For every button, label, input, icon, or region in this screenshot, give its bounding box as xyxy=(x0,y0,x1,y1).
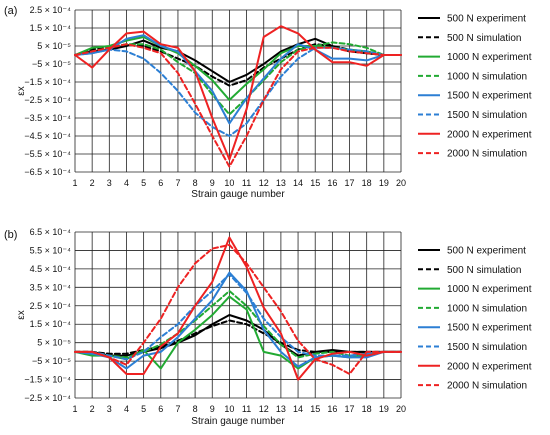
legend-label: 1500 N experiment xyxy=(447,91,532,102)
y-tick-label: 5 × 10⁻⁵ xyxy=(37,41,71,51)
legend-label: 2000 N simulation xyxy=(447,149,527,160)
x-tick-label: 7 xyxy=(175,404,180,414)
x-tick-label: 5 xyxy=(141,404,146,414)
x-tick-label: 19 xyxy=(379,404,389,414)
legend-label: 2000 N experiment xyxy=(447,361,532,372)
y-tick-label: 2.5 × 10⁻⁴ xyxy=(30,301,72,311)
series-line-6 xyxy=(74,236,402,381)
legend-label: 500 N simulation xyxy=(447,265,521,276)
x-tick-label: 12 xyxy=(259,178,269,188)
y-tick-label: −2.5 × 10⁻⁴ xyxy=(24,95,71,105)
y-tick-label: 5.5 × 10⁻⁴ xyxy=(30,245,72,255)
legend-label: 1500 N simulation xyxy=(447,342,527,353)
y-tick-label: 6.5 × 10⁻⁴ xyxy=(30,227,72,237)
series-line-4 xyxy=(74,271,402,370)
y-tick-label: 2.5 × 10⁻⁴ xyxy=(30,5,72,15)
y-tick-label: 1.5 × 10⁻⁴ xyxy=(30,23,72,33)
x-tick-label: 17 xyxy=(345,178,355,188)
y-tick-label: −1.5 × 10⁻⁴ xyxy=(24,77,71,87)
series-line-0 xyxy=(74,314,402,357)
series-line-5 xyxy=(74,46,402,137)
y-tick-label: 4.5 × 10⁻⁴ xyxy=(30,264,72,274)
x-tick-label: 2 xyxy=(90,178,95,188)
x-tick-label: 10 xyxy=(224,404,234,414)
y-tick-label: 3.5 × 10⁻⁴ xyxy=(30,282,72,292)
x-tick-label: 13 xyxy=(276,178,286,188)
series-line-7 xyxy=(74,43,402,168)
legend-label: 2000 N experiment xyxy=(447,129,532,140)
y-tick-label: −5 × 10⁻⁵ xyxy=(32,356,71,366)
x-tick-label: 16 xyxy=(327,404,337,414)
x-tick-label: 11 xyxy=(242,404,251,414)
series-line-6 xyxy=(74,25,402,161)
x-tick-label: 9 xyxy=(210,404,215,414)
x-tick-label: 11 xyxy=(242,178,251,188)
x-tick-label: 6 xyxy=(158,404,163,414)
x-tick-label: 5 xyxy=(141,178,146,188)
x-tick-label: 14 xyxy=(293,404,303,414)
y-tick-label: −1.5 × 10⁻⁴ xyxy=(24,375,71,385)
legend-label: 1000 N simulation xyxy=(447,71,527,82)
y-axis-label: εx xyxy=(16,86,27,95)
x-tick-label: 17 xyxy=(345,404,355,414)
y-tick-label: 5 × 10⁻⁵ xyxy=(37,338,71,348)
x-tick-label: 6 xyxy=(158,178,163,188)
panel-label: (a) xyxy=(4,5,17,17)
x-tick-label: 20 xyxy=(396,178,406,188)
legend-label: 1000 N experiment xyxy=(447,52,532,63)
y-tick-label: 1.5 × 10⁻⁴ xyxy=(30,319,72,329)
y-tick-label: −4.5 × 10⁻⁴ xyxy=(24,131,71,141)
x-tick-label: 20 xyxy=(396,404,406,414)
legend-label: 1500 N experiment xyxy=(447,323,532,334)
legend-label: 500 N simulation xyxy=(447,33,521,44)
legend-label: 1000 N simulation xyxy=(447,303,527,314)
x-tick-label: 4 xyxy=(124,178,129,188)
x-tick-label: 1 xyxy=(72,178,77,188)
chart-panel-0: (a) 2.5 × 10⁻⁴ 1.5 × 10⁻⁴ 5 × 10⁻⁵ −5 × 10⁻⁵… xyxy=(4,5,532,200)
y-tick-label: −2.5 × 10⁻⁴ xyxy=(24,393,71,403)
x-tick-label: 18 xyxy=(362,178,372,188)
y-axis-label: εx xyxy=(16,310,27,319)
x-tick-label: 8 xyxy=(193,404,198,414)
series-line-5 xyxy=(74,273,402,361)
x-tick-label: 7 xyxy=(175,178,180,188)
series-line-4 xyxy=(74,34,402,125)
x-tick-label: 8 xyxy=(193,178,198,188)
x-tick-label: 15 xyxy=(310,404,320,414)
panel-label: (b) xyxy=(4,229,17,241)
x-tick-label: 18 xyxy=(362,404,372,414)
x-tick-label: 13 xyxy=(276,404,286,414)
x-tick-label: 12 xyxy=(259,404,269,414)
x-tick-label: 10 xyxy=(224,178,234,188)
y-tick-label: −3.5 × 10⁻⁴ xyxy=(24,113,71,123)
x-tick-label: 4 xyxy=(124,404,129,414)
legend-label: 2000 N simulation xyxy=(447,381,527,392)
x-tick-label: 3 xyxy=(107,178,112,188)
y-tick-label: −6.5 × 10⁻⁴ xyxy=(24,167,71,177)
legend-label: 1500 N simulation xyxy=(447,110,527,121)
chart-panel-1: (b) 6.5 × 10⁻⁴ 5.5 × 10⁻⁴ 4.5 × 10⁻⁴ 3.5 × 1… xyxy=(4,227,532,427)
legend-label: 1000 N experiment xyxy=(447,284,532,295)
y-tick-label: −5 × 10⁻⁵ xyxy=(32,59,71,69)
x-tick-label: 1 xyxy=(72,404,77,414)
legend-label: 500 N experiment xyxy=(447,246,526,257)
x-tick-label: 16 xyxy=(327,178,337,188)
y-tick-label: −5.5 × 10⁻⁴ xyxy=(24,149,71,159)
x-axis-label: Strain gauge number xyxy=(191,416,285,427)
x-tick-label: 3 xyxy=(107,404,112,414)
legend-label: 500 N experiment xyxy=(447,14,526,25)
x-tick-label: 2 xyxy=(90,404,95,414)
x-axis-label: Strain gauge number xyxy=(191,189,285,200)
series-line-7 xyxy=(74,243,402,375)
x-tick-label: 14 xyxy=(293,178,303,188)
x-tick-label: 9 xyxy=(210,178,215,188)
x-tick-label: 19 xyxy=(379,178,389,188)
series-line-1 xyxy=(74,319,402,355)
x-tick-label: 15 xyxy=(310,178,320,188)
